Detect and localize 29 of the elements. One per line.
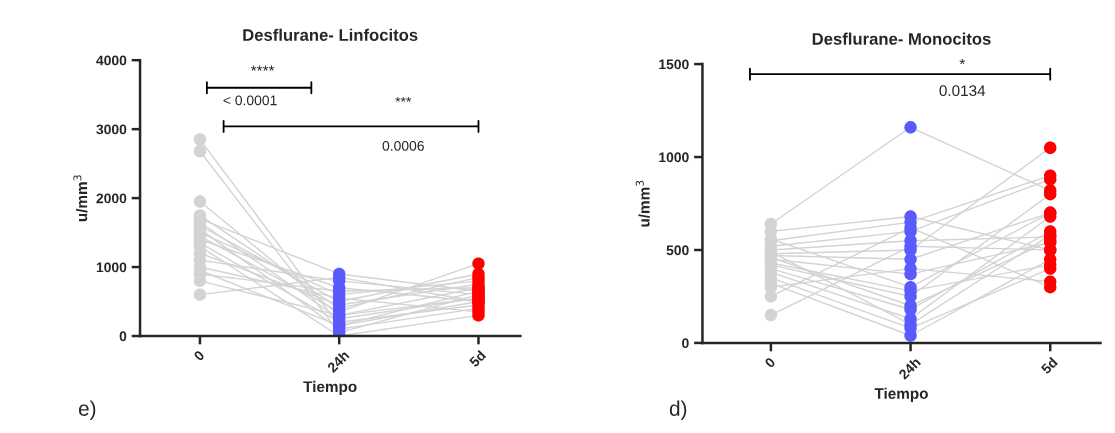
y-tick-label: 500 (666, 245, 689, 256)
annotation: *** (395, 96, 412, 102)
y-tick-label: 1500 (659, 59, 689, 70)
y-tick-label: 0 (119, 331, 127, 342)
y-tick-label: 0 (682, 338, 689, 349)
annotation: < 0.0001 (223, 95, 277, 106)
y-tick-label: 3000 (96, 124, 127, 135)
x-tick-label: 24h (326, 349, 350, 373)
x-tick-label: 0 (193, 349, 205, 362)
text: e) (78, 400, 96, 420)
y-tick-label: 4000 (96, 55, 127, 66)
y-axis-title: u/mm$^{3}$ (73, 175, 88, 222)
annotation: 0.0134 (939, 85, 986, 97)
y-tick-label: 1000 (659, 152, 689, 163)
x-tick-label: 5d (1040, 356, 1058, 375)
x-axis-title: Tiempo (303, 380, 357, 396)
annotation: **** (250, 65, 275, 71)
x-tick-label: 0 (764, 356, 776, 369)
x-tick-label: 5d (468, 349, 487, 368)
annotation: * (959, 58, 965, 65)
y-axis-title: u/mm$^{3}$ (635, 180, 650, 227)
x-axis-title: Tiempo (874, 387, 928, 402)
y-tick-label: 2000 (96, 193, 127, 204)
text: d) (669, 400, 687, 420)
chart-title: Desflurane- Monocitos (812, 32, 991, 45)
x-tick-label: 24h (897, 356, 921, 380)
annotation: 0.0006 (382, 140, 424, 151)
y-tick-label: 1000 (96, 262, 127, 273)
chart-title: Desflurane- Linfocitos (243, 28, 418, 41)
